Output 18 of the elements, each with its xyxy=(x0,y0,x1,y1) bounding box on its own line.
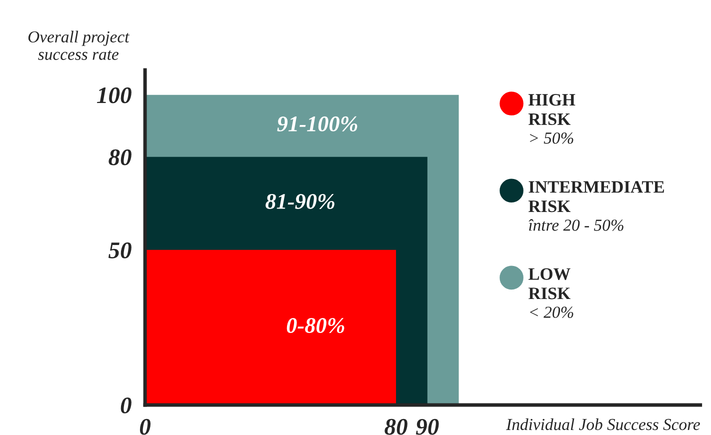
y-tick-label: 80 xyxy=(108,149,132,166)
x-axis-title: Individual Job Success Score xyxy=(506,418,700,430)
y-tick-label: 0 xyxy=(120,397,132,414)
y-tick-label: 50 xyxy=(108,242,132,258)
legend-label: HIGH RISK xyxy=(528,94,576,126)
legend-label: LOW RISK xyxy=(528,268,571,300)
annotation: între 20 - 50% xyxy=(528,219,624,231)
annotation: > 50% xyxy=(530,132,574,144)
x-tick-label: 0 xyxy=(140,418,151,435)
y-tick-label: 100 xyxy=(96,87,132,104)
legend-label: INTERMEDIATE RISK xyxy=(528,181,664,212)
annotation: 81-90% xyxy=(266,194,334,210)
x-tick-label: 90 xyxy=(416,418,439,435)
y-axis-title: Overall project success rate xyxy=(28,30,130,60)
x-tick-label: 80 xyxy=(384,418,408,435)
annotation: < 20% xyxy=(530,306,574,318)
annotation: 0-80% xyxy=(286,318,344,334)
annotation: 91-100% xyxy=(277,116,358,132)
